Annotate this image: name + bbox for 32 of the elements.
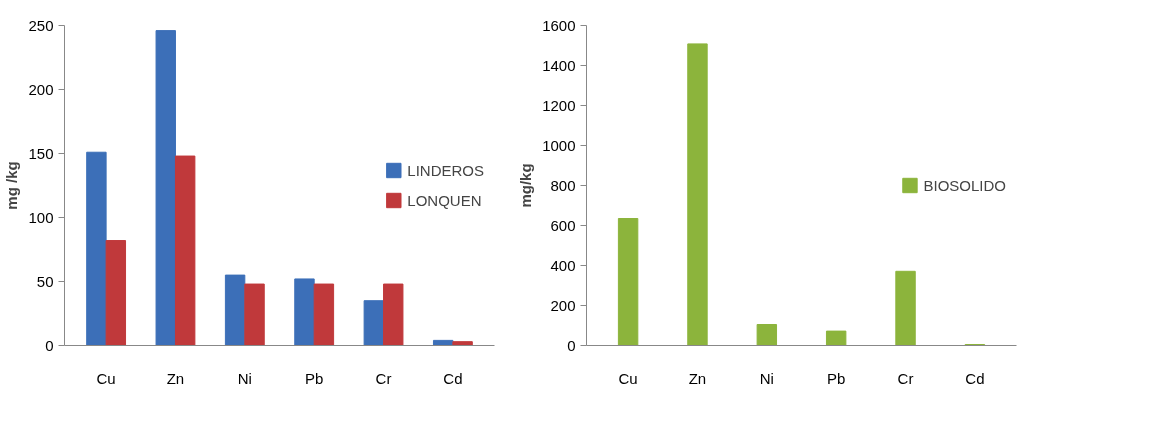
y-tick-label: 50 (36, 272, 54, 290)
x-tick-label: Cu (618, 369, 638, 387)
x-tick-label: Pb (827, 369, 846, 387)
y-tick-label: 150 (28, 144, 54, 162)
y-tick-label: 800 (550, 176, 576, 194)
x-tick-label: Zn (688, 369, 707, 387)
y-tick-label: 600 (550, 216, 576, 234)
y-tick-label: 1000 (542, 136, 576, 154)
x-tick-label: Ni (237, 369, 252, 387)
x-tick-label: Cu (96, 369, 116, 387)
y-tick-label: 0 (567, 336, 576, 354)
y-tick-label: 1400 (542, 56, 576, 74)
legend-label: BIOSOLIDO (923, 176, 1006, 194)
x-tick-label: Ni (759, 369, 774, 387)
x-tick-label: Cd (443, 369, 463, 387)
y-tick-label: 1600 (542, 16, 576, 34)
y-tick-label: 400 (550, 256, 576, 274)
y-tick-label: 0 (45, 336, 54, 354)
legend-label: LONQUEN (407, 191, 482, 209)
y-tick-label: 1200 (542, 96, 576, 114)
x-tick-label: Pb (305, 369, 324, 387)
y-axis-title: mg/kg (517, 163, 535, 208)
y-axis-title: mg /kg (3, 161, 21, 210)
y-tick-label: 200 (550, 296, 576, 314)
x-tick-label: Cr (375, 369, 392, 387)
x-tick-label: Cd (965, 369, 985, 387)
x-tick-label: Zn (166, 369, 185, 387)
y-tick-label: 200 (28, 80, 54, 98)
x-tick-label: Cr (897, 369, 914, 387)
y-tick-label: 100 (28, 208, 54, 226)
legend-label: LINDEROS (407, 161, 484, 179)
y-tick-label: 250 (28, 16, 54, 34)
